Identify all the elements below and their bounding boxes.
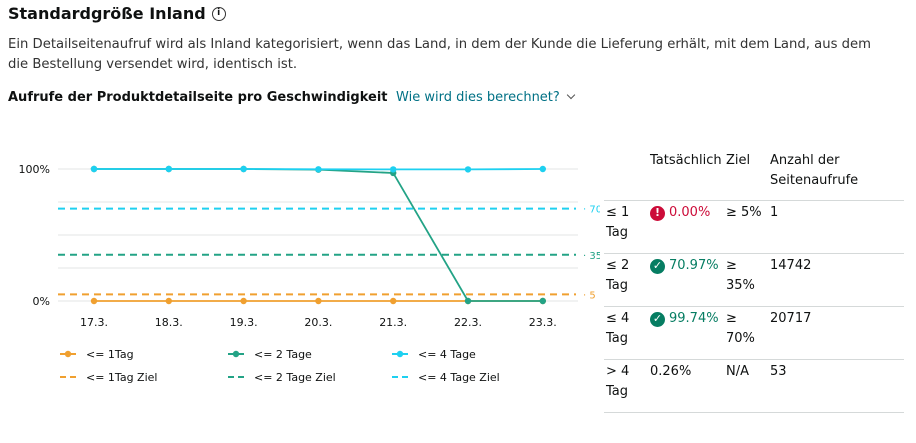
x-tick-label: 20.3. (304, 316, 332, 329)
table-header: Tatsächlich Ziel Anzahl der Seitenaufruf… (604, 140, 904, 200)
table-row: ≤ 2 Tag ✓ 70.97% ≥ 35% 14742 (604, 253, 904, 306)
legend-label: <= 2 Tage Ziel (254, 371, 336, 384)
x-tick-label: 17.3. (80, 316, 108, 329)
data-point (390, 297, 397, 305)
how-calculated-link[interactable]: Wie wird dies berechnet? (396, 90, 576, 105)
legend-marker (64, 350, 72, 358)
actual-value: 0.26% (650, 364, 692, 379)
data-point (315, 166, 322, 173)
count-cell: 53 (770, 364, 787, 379)
check-icon: ✓ (650, 258, 665, 274)
target-label: · 5 (583, 290, 596, 301)
goal-cell: ≥ 5% (726, 205, 762, 220)
legend-label: <= 2 Tage (254, 348, 312, 361)
speed-cell: ≤ 2 Tag (606, 258, 630, 293)
header-count: Anzahl der Seitenaufrufe (770, 153, 859, 188)
actual-cell: 0.26% (650, 362, 691, 382)
target-label: · 70 (583, 205, 600, 216)
header-actual: Tatsächlich (650, 153, 722, 168)
data-point (539, 297, 546, 305)
actual-cell: ! 0.00% (650, 203, 710, 223)
table-row: ≤ 4 Tag ✓ 99.74% ≥ 70% 20717 (604, 306, 904, 359)
x-tick-label: 23.3. (529, 316, 557, 329)
x-tick-label: 19.3. (230, 316, 258, 329)
info-icon[interactable]: i (211, 6, 226, 21)
data-point (240, 165, 247, 173)
legend-label: <= 4 Tage (418, 348, 476, 361)
x-tick-label: 18.3. (155, 316, 183, 329)
data-point (539, 165, 546, 173)
speed-cell: > 4 Tag (606, 364, 630, 399)
actual-cell: ✓ 99.74% (650, 309, 719, 329)
chevron-down-icon[interactable] (566, 90, 576, 100)
data-point (165, 165, 172, 173)
legend-marker (232, 350, 240, 358)
data-point (90, 165, 98, 173)
data-point (165, 297, 172, 305)
page-description: Ein Detailseitenaufruf wird als Inland k… (8, 37, 871, 72)
speed-line-chart: 100% 0% 17.3. 18.3. 19.3. 20.3. 21.3. 22.3. 23.3… (19, 163, 600, 384)
goal-cell: N/A (726, 364, 749, 379)
legend-label: <= 1Tag (86, 348, 134, 361)
goal-cell: ≥ 70% (726, 311, 755, 346)
how-calculated-link-text[interactable]: Wie wird dies berechnet? (396, 90, 560, 105)
data-point (464, 166, 472, 173)
y-tick-label: 100% (19, 163, 50, 176)
speed-cell: ≤ 1 Tag (606, 205, 630, 240)
data-point (315, 297, 322, 305)
actual-value: 70.97% (669, 258, 719, 273)
x-tick-label: 22.3. (454, 316, 482, 329)
legend-label: <= 1Tag Ziel (86, 371, 157, 384)
page-title-text: Standardgröße Inland (8, 4, 206, 23)
count-cell: 20717 (770, 311, 812, 326)
data-point (90, 297, 98, 305)
actual-cell: ✓ 70.97% (650, 256, 719, 276)
count-cell: 14742 (770, 258, 812, 273)
count-cell: 1 (770, 205, 779, 220)
y-tick-label: 0% (33, 295, 50, 308)
actual-value: 99.74% (669, 311, 719, 326)
target-label: · 35 (583, 251, 600, 262)
page-title: Standardgröße Inland i (8, 4, 226, 23)
legend-label: <= 4 Tage Ziel (418, 371, 500, 384)
actual-value: 0.00% (669, 205, 711, 220)
table-row: > 4 Tag 0.26% N/A 53 (604, 359, 904, 413)
section-heading: Aufrufe der Produktdetailseite pro Gesch… (8, 90, 576, 105)
check-icon: ✓ (650, 311, 665, 327)
data-point (240, 297, 247, 305)
section-label: Aufrufe der Produktdetailseite pro Gesch… (8, 90, 388, 105)
legend-marker (396, 350, 404, 358)
data-point (464, 297, 472, 305)
header-goal: Ziel (726, 153, 751, 168)
goal-cell: ≥ 35% (726, 258, 755, 293)
data-point (390, 166, 397, 173)
error-icon: ! (650, 205, 665, 221)
x-tick-label: 21.3. (379, 316, 407, 329)
speed-table: Tatsächlich Ziel Anzahl der Seitenaufruf… (604, 140, 904, 413)
table-row: ≤ 1 Tag ! 0.00% ≥ 5% 1 (604, 200, 904, 253)
speed-cell: ≤ 4 Tag (606, 311, 630, 346)
